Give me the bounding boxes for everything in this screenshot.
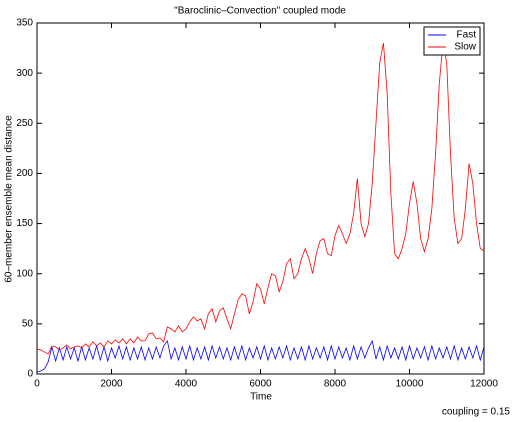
y-tick-label: 150 (16, 218, 33, 229)
x-tick-label: 10000 (396, 379, 424, 390)
x-tick-label: 0 (34, 379, 40, 390)
x-tick-label: 6000 (249, 379, 272, 390)
x-axis-label: Time (250, 392, 272, 403)
y-tick-label: 0 (27, 369, 33, 380)
y-tick-label: 300 (16, 68, 33, 79)
x-tick-label: 8000 (324, 379, 347, 390)
x-tick-label: 4000 (175, 379, 198, 390)
annotation: coupling = 0.15 (442, 407, 511, 418)
x-tick-label: 12000 (470, 379, 498, 390)
y-tick-label: 200 (16, 168, 33, 179)
series-line (36, 42, 485, 355)
y-tick-label: 100 (16, 268, 33, 279)
y-tick-label: 250 (16, 118, 33, 129)
y-tick-label: 350 (16, 18, 33, 29)
chart-title: "Baroclinic–Convection" coupled mode (174, 6, 346, 17)
series-line (36, 339, 485, 373)
y-tick-label: 50 (22, 318, 34, 329)
legend-box (423, 26, 481, 56)
y-axis-label: 60–member ensemble mean distance (4, 115, 15, 283)
x-tick-label: 2000 (100, 379, 123, 390)
legend-label: Fast (457, 30, 477, 41)
legend-label: Slow (454, 42, 476, 53)
